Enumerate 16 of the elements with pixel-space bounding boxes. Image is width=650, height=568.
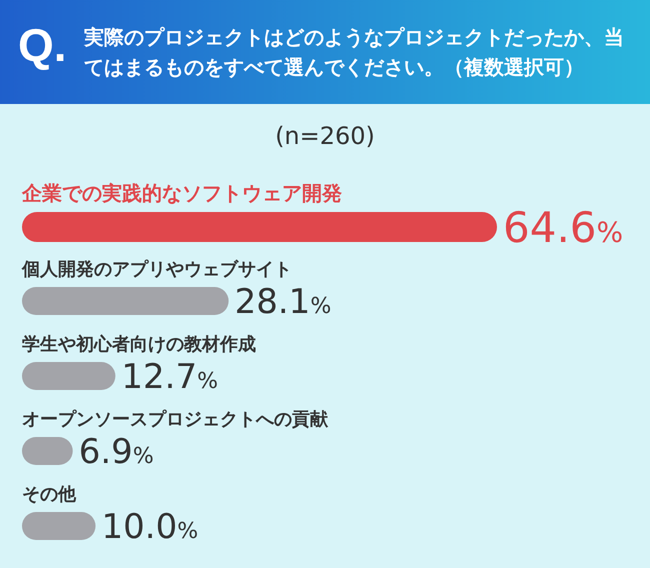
y-tick-label: オープンソースプロジェクトへの貢献 — [22, 409, 329, 430]
bar — [22, 512, 96, 540]
bar — [22, 362, 116, 390]
y-tick-label: その他 — [22, 484, 77, 505]
text: Q. — [18, 18, 67, 72]
y-tick-label: 企業での実践的なソフトウェア開発 — [21, 181, 342, 205]
data-label: 12.7% — [121, 357, 218, 397]
data-label: 28.1% — [234, 282, 332, 322]
y-tick-label: 個人開発のアプリやウェブサイト — [21, 259, 292, 280]
data-label: 64.6% — [503, 203, 624, 252]
data-label: 6.9% — [78, 432, 154, 472]
chart-title: 実際のプロジェクトはどのようなプロジェクトだったか、当てはまるものをすべて選んでください。（複数選択可） — [84, 24, 625, 81]
data-label: 10.0% — [102, 507, 198, 547]
chart-subtitle: (n=260) — [274, 122, 376, 150]
bar — [22, 287, 229, 315]
y-tick-label: 学生や初心者向けの教材作成 — [22, 334, 256, 355]
